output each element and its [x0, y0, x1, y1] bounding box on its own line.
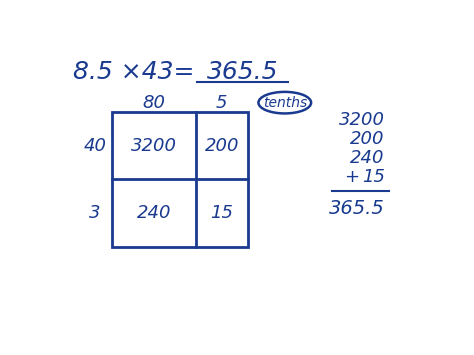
Text: 365.5: 365.5 — [207, 60, 278, 84]
Text: +: + — [345, 168, 360, 186]
Text: 40: 40 — [83, 137, 106, 154]
Text: 240: 240 — [137, 204, 171, 222]
Text: 5: 5 — [216, 94, 228, 112]
Bar — [112, 112, 247, 247]
Text: 8.5 ×43=: 8.5 ×43= — [73, 60, 195, 84]
Text: tenths: tenths — [263, 95, 307, 110]
Text: 3200: 3200 — [131, 137, 177, 154]
Text: 3: 3 — [89, 204, 100, 222]
Text: 240: 240 — [350, 149, 385, 167]
Text: 3200: 3200 — [339, 111, 385, 129]
Text: 200: 200 — [205, 137, 239, 154]
Text: 200: 200 — [350, 130, 385, 148]
Text: 15: 15 — [362, 168, 385, 186]
Text: 15: 15 — [210, 204, 233, 222]
Text: 365.5: 365.5 — [329, 199, 385, 218]
Text: 80: 80 — [143, 94, 165, 112]
